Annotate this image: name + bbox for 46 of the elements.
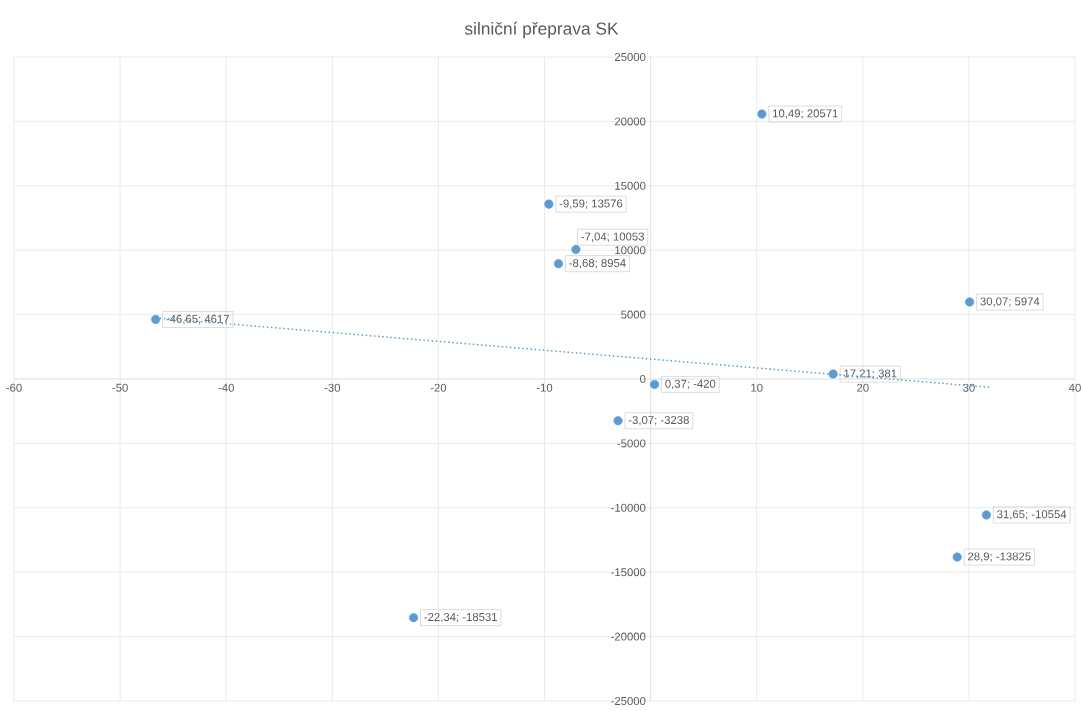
data-label: -7,04; 10053 xyxy=(581,232,644,242)
y-tick-label: -15000 xyxy=(611,568,646,577)
y-tick-label: -20000 xyxy=(611,632,646,641)
data-label: 28,9; -13825 xyxy=(968,552,1031,562)
y-tick-label: 5000 xyxy=(621,310,646,319)
data-label: 0,37; -420 xyxy=(665,379,716,390)
y-tick-label: 15000 xyxy=(615,181,646,190)
data-label: -8,68; 8954 xyxy=(569,258,626,269)
y-tick-label: 10000 xyxy=(615,246,646,255)
point xyxy=(981,510,991,520)
x-tick-label: -20 xyxy=(430,383,447,392)
data-label: 31,65; -10554 xyxy=(997,510,1067,520)
x-tick-label: -40 xyxy=(218,383,234,392)
data-label: -22,34; -18531 xyxy=(424,612,497,623)
point xyxy=(649,379,660,389)
x-tick-label: 20 xyxy=(857,383,869,392)
point xyxy=(952,552,962,562)
data-label: 17,21; 381 xyxy=(844,369,897,379)
y-tick-label: -10000 xyxy=(611,503,646,512)
point xyxy=(613,416,623,426)
point xyxy=(151,314,161,325)
point xyxy=(409,613,419,623)
x-tick-label: 10 xyxy=(751,383,763,392)
point xyxy=(965,297,975,307)
y-tick-label: 0 xyxy=(640,374,646,383)
x-tick-label: 30 xyxy=(963,383,975,392)
point xyxy=(544,199,554,209)
point xyxy=(757,109,767,119)
x-tick-label: 40 xyxy=(1068,383,1081,392)
point xyxy=(553,259,564,269)
x-tick-label: -60 xyxy=(6,383,22,392)
data-label: 10,49; 20571 xyxy=(773,109,838,119)
y-tick-label: -25000 xyxy=(611,696,646,705)
x-tick-label: -10 xyxy=(536,383,553,392)
data-label: -9,59; 13576 xyxy=(559,199,623,209)
x-tick-label: -50 xyxy=(112,383,128,392)
data-label: 30,07; 5974 xyxy=(980,297,1040,307)
chart-title: silniční přeprava SK xyxy=(464,21,619,39)
y-tick-label: 20000 xyxy=(614,117,646,126)
point xyxy=(571,244,581,255)
point xyxy=(828,369,838,379)
y-tick-label: 25000 xyxy=(614,53,646,62)
x-tick-label: -30 xyxy=(324,383,341,392)
y-tick-label: -5000 xyxy=(617,439,646,448)
data-label: -3,07; -3238 xyxy=(628,416,689,426)
data-label: -46,65; 4617 xyxy=(166,314,229,325)
